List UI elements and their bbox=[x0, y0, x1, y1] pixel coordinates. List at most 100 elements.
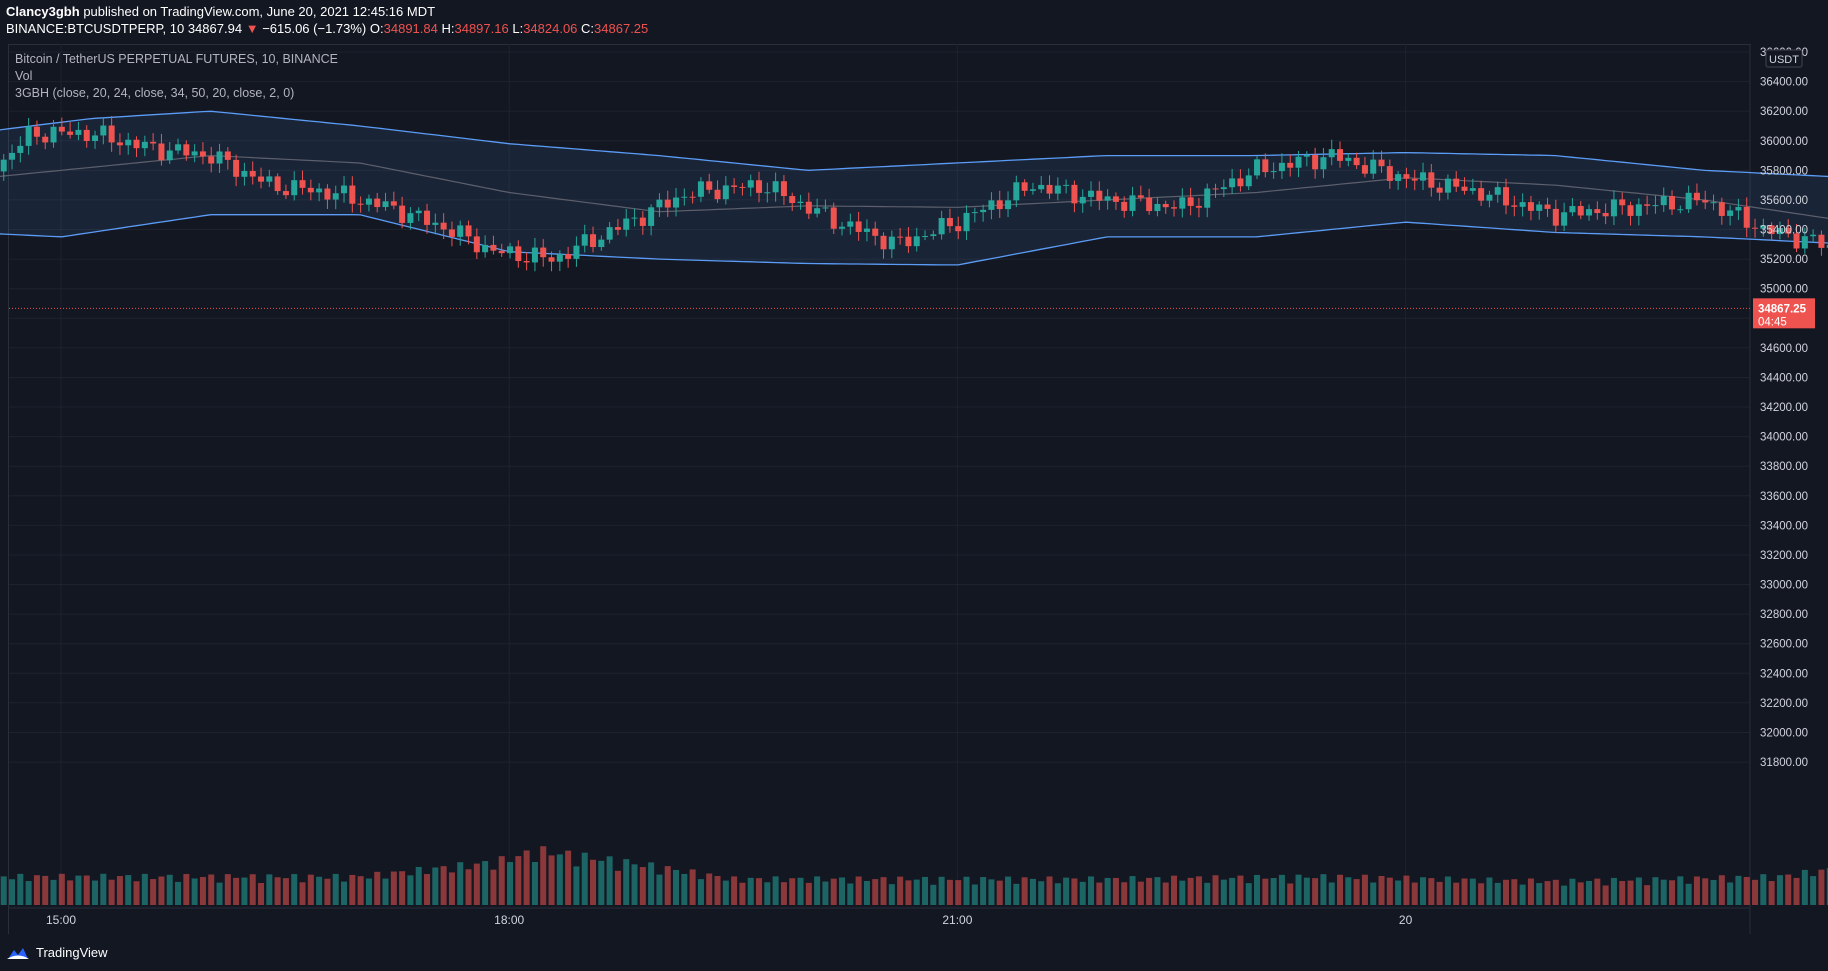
candle-body bbox=[1204, 188, 1211, 208]
close-label: C: bbox=[581, 21, 595, 36]
candle-body bbox=[1237, 178, 1244, 187]
price-tick-label: 34400.00 bbox=[1760, 372, 1808, 384]
volume-bar bbox=[1220, 879, 1227, 905]
candle-body bbox=[573, 245, 580, 259]
volume-bar bbox=[581, 852, 588, 905]
candle-body bbox=[1461, 186, 1468, 191]
candle-body bbox=[1594, 209, 1601, 214]
author-name[interactable]: Clancy3gbh bbox=[6, 4, 80, 19]
candle-body bbox=[1453, 178, 1460, 187]
candle-body bbox=[1569, 206, 1576, 213]
candle-body bbox=[9, 152, 16, 160]
candle-body bbox=[324, 188, 331, 200]
candle-body bbox=[913, 236, 920, 247]
volume-bar bbox=[133, 881, 140, 905]
candle-body bbox=[1054, 185, 1061, 194]
volume-bar bbox=[1511, 879, 1518, 905]
candle-body bbox=[1702, 200, 1709, 203]
volume-bar bbox=[1378, 875, 1385, 905]
candle-body bbox=[224, 151, 231, 160]
candle-body bbox=[1810, 234, 1817, 237]
volume-bar bbox=[1121, 882, 1128, 905]
volume-bar bbox=[897, 876, 904, 905]
volume-bar bbox=[1710, 880, 1717, 905]
candle-body bbox=[349, 185, 356, 204]
legend-volume[interactable]: Vol bbox=[15, 69, 33, 83]
volume-bar bbox=[1727, 882, 1734, 905]
candle-body bbox=[216, 151, 223, 164]
volume-bar bbox=[75, 875, 82, 905]
candle-body bbox=[25, 126, 32, 146]
volume-bar bbox=[316, 876, 323, 905]
volume-bar bbox=[1619, 881, 1626, 905]
volume-bar bbox=[623, 859, 630, 905]
candle-body bbox=[374, 198, 381, 208]
candle-body bbox=[797, 201, 804, 204]
legend-title[interactable]: Bitcoin / TetherUS PERPETUAL FUTURES, 10… bbox=[15, 52, 339, 66]
candle-body bbox=[1395, 174, 1402, 181]
candle-body bbox=[556, 254, 563, 262]
volume-bar bbox=[349, 874, 356, 905]
candle-body bbox=[1328, 149, 1335, 158]
volume-bar bbox=[1104, 877, 1111, 905]
candle-body bbox=[1171, 207, 1178, 209]
volume-bar bbox=[116, 876, 123, 905]
candle-body bbox=[191, 151, 198, 156]
candle-body bbox=[1469, 188, 1476, 191]
candle-body bbox=[1577, 206, 1584, 216]
legend-indicator[interactable]: 3GBH (close, 20, 24, close, 34, 50, 20, … bbox=[15, 86, 295, 100]
volume-bar bbox=[498, 856, 505, 905]
candle-body bbox=[1669, 196, 1676, 210]
candle-body bbox=[1278, 162, 1285, 172]
volume-bar bbox=[291, 874, 298, 905]
candle-body bbox=[307, 187, 314, 193]
candle-body bbox=[955, 226, 962, 232]
upper-band-line bbox=[0, 110, 1828, 178]
volume-bar bbox=[1046, 876, 1053, 905]
volume-bar bbox=[1436, 881, 1443, 905]
candle-body bbox=[1071, 184, 1078, 204]
time-tick-label: 21:00 bbox=[942, 913, 972, 927]
candle-body bbox=[208, 156, 215, 164]
chart-pane[interactable] bbox=[8, 44, 1751, 935]
candle-body bbox=[390, 201, 397, 206]
volume-bar bbox=[1461, 878, 1468, 905]
volume-bar bbox=[1669, 880, 1676, 905]
volume-bar bbox=[847, 883, 854, 905]
volume-bar bbox=[1370, 882, 1377, 905]
candle-body bbox=[1586, 209, 1593, 216]
volume-bar bbox=[1287, 883, 1294, 905]
volume-bar bbox=[739, 882, 746, 905]
publish-info: Clancy3gbh published on TradingView.com,… bbox=[6, 4, 435, 19]
candle-body bbox=[722, 185, 729, 200]
volume-bar bbox=[1527, 878, 1534, 905]
volume-bar bbox=[507, 862, 514, 905]
candle-body bbox=[1793, 233, 1800, 249]
candle-body bbox=[606, 227, 613, 240]
candle-body bbox=[872, 228, 879, 236]
time-tick-label: 18:00 bbox=[494, 913, 524, 927]
volume-bar bbox=[971, 884, 978, 905]
candle-body bbox=[1345, 157, 1352, 161]
candle-body bbox=[183, 144, 190, 156]
volume-bar bbox=[33, 875, 40, 905]
volume-bar bbox=[590, 859, 597, 905]
candle-body bbox=[673, 197, 680, 208]
candle-body bbox=[1411, 178, 1418, 181]
volume-bar bbox=[432, 867, 439, 905]
volume-bar bbox=[1096, 882, 1103, 905]
volume-bar bbox=[1776, 875, 1783, 905]
tradingview-logo[interactable]: TradingView bbox=[6, 945, 108, 960]
footer-bar bbox=[0, 934, 1828, 971]
volume-bar bbox=[1403, 875, 1410, 905]
candle-body bbox=[299, 180, 306, 188]
candle-body bbox=[291, 180, 298, 196]
volume-bar bbox=[150, 879, 157, 905]
volume-bar bbox=[50, 879, 57, 905]
volume-bar bbox=[1586, 880, 1593, 905]
volume-bar bbox=[175, 881, 182, 905]
candle-body bbox=[108, 125, 115, 143]
candle-body bbox=[1337, 149, 1344, 161]
volume-bar bbox=[573, 866, 580, 905]
